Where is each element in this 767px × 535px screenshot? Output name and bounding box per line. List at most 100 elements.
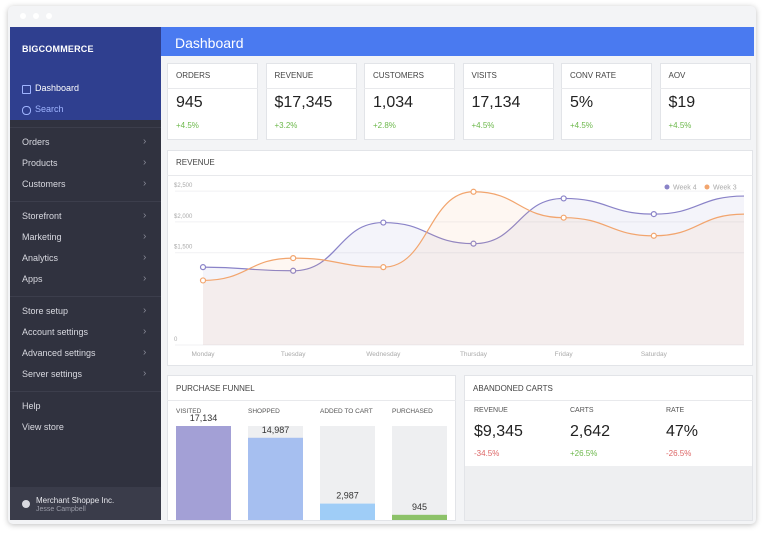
x-tick-label: VISITED (176, 408, 202, 415)
kpi-divider (364, 88, 455, 89)
value-label: 17,134 (190, 413, 218, 423)
kpi-change: +4.5% (471, 121, 495, 130)
account-bar (10, 487, 161, 520)
nav-item[interactable]: Store setup (22, 306, 69, 316)
nav-chevron: › (143, 157, 147, 168)
kpi-divider (167, 88, 258, 89)
nav-divider (10, 127, 161, 128)
metric-value: $9,345 (474, 423, 523, 440)
nav-chevron: › (143, 273, 147, 284)
bar (392, 514, 447, 520)
kpi-value: 5% (570, 94, 594, 111)
kpi-card (167, 63, 258, 140)
nav-top-item[interactable]: Search (35, 104, 64, 114)
kpi-card (364, 63, 455, 140)
panel-divider (167, 400, 456, 401)
x-tick-label: Friday (555, 351, 574, 358)
x-tick-label: Wednesday (366, 351, 401, 358)
nav-item[interactable]: Account settings (22, 327, 89, 337)
nav-chevron: › (143, 231, 147, 242)
kpi-change: +2.8% (373, 121, 396, 130)
metric-change: +26.5% (570, 449, 598, 458)
nav-item[interactable]: View store (22, 422, 64, 432)
nav-item[interactable]: Marketing (22, 232, 62, 242)
y-tick-label: $2,000 (174, 214, 193, 220)
x-tick-label: Thursday (460, 351, 488, 358)
nav-divider (10, 201, 161, 202)
kpi-label: VISITS (471, 71, 497, 80)
point (650, 232, 657, 239)
nav-divider (10, 391, 161, 392)
kpi-value: $17,345 (274, 94, 333, 111)
window-dot (20, 13, 26, 19)
x-tick-label: Tuesday (281, 351, 306, 358)
point (560, 195, 567, 202)
bar (176, 426, 231, 520)
nav-item[interactable]: Advanced settings (22, 348, 96, 358)
panel-divider (167, 175, 753, 176)
point (470, 188, 477, 195)
nav-top-item[interactable]: Dashboard (35, 83, 80, 93)
nav-item[interactable]: Server settings (22, 369, 83, 379)
header-bar (161, 27, 754, 56)
kpi-divider (265, 88, 357, 89)
kpi-label: REVENUE (274, 71, 314, 80)
nav-icon (22, 85, 31, 94)
kpi-value: 945 (176, 94, 203, 111)
nav-chevron: › (143, 252, 147, 263)
point (380, 264, 387, 271)
legend-swatch (664, 184, 670, 190)
value-label: 14,987 (262, 425, 290, 435)
kpi-change: +4.5% (176, 121, 199, 130)
legend-label: Week 3 (713, 185, 737, 192)
nav-item[interactable]: Analytics (22, 253, 59, 263)
metric-label: RATE (666, 407, 685, 414)
nav-item[interactable]: Orders (22, 137, 50, 147)
x-tick-label: PURCHASED (392, 408, 433, 415)
nav-item[interactable]: Apps (22, 274, 43, 284)
account-user: Jesse Campbell (36, 506, 86, 513)
point (380, 219, 387, 226)
x-tick-label: ADDED TO CART (320, 408, 373, 415)
y-tick-label: $1,500 (174, 245, 193, 251)
metric-label: REVENUE (474, 407, 508, 414)
kpi-divider (659, 88, 751, 89)
metric-value: 2,642 (570, 423, 611, 440)
series-area (203, 196, 744, 345)
point (560, 214, 567, 221)
bar (248, 437, 303, 520)
kpi-label: CUSTOMERS (373, 71, 424, 80)
revenue-panel (167, 150, 753, 366)
nav-chevron: › (143, 305, 147, 316)
kpi-card (462, 63, 554, 140)
value-label: 945 (412, 502, 427, 512)
point (199, 277, 207, 284)
kpi-card (265, 63, 357, 140)
brand-logo: BIGCOMMERCE (22, 44, 94, 54)
kpi-change: +4.5% (668, 121, 692, 130)
nav-chevron: › (143, 326, 147, 337)
account-avatar (22, 500, 30, 508)
kpi-divider (561, 88, 652, 89)
value-label: 2,987 (336, 491, 359, 501)
bar-track (392, 426, 447, 520)
kpi-value: $19 (668, 94, 696, 111)
nav-item[interactable]: Customers (22, 179, 66, 189)
legend-swatch (704, 184, 710, 190)
nav-chevron: › (143, 178, 147, 189)
kpi-value: 17,134 (471, 94, 521, 111)
kpi-card (659, 63, 751, 140)
nav-chevron: › (143, 136, 147, 147)
series-area (203, 191, 744, 345)
panel-title: PURCHASE FUNNEL (176, 384, 255, 393)
panel-title: ABANDONED CARTS (473, 384, 553, 393)
sidebar-top (10, 27, 161, 120)
nav-item[interactable]: Storefront (22, 211, 62, 221)
nav-item[interactable]: Help (22, 401, 41, 411)
kpi-label: CONV RATE (570, 71, 617, 80)
kpi-label: AOV (668, 71, 686, 80)
account-name: Merchant Shoppe Inc. (36, 496, 115, 505)
nav-item[interactable]: Products (22, 158, 58, 168)
